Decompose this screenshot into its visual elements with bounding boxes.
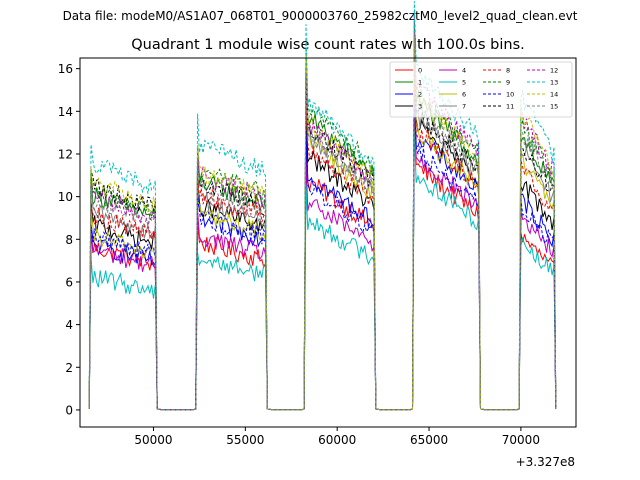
x-offset-label: +3.327e8 (516, 455, 575, 469)
series-line-5 (88, 129, 557, 411)
x-tick-label: 65000 (410, 433, 448, 447)
legend-label-5: 5 (462, 79, 466, 87)
series-line-13 (88, 1, 557, 411)
y-tick-label: 2 (65, 361, 73, 375)
axes-frame (79, 57, 577, 428)
legend-label-7: 7 (462, 103, 466, 111)
series-line-10 (88, 103, 557, 411)
series-line-8 (88, 66, 557, 411)
y-axis: 0 2 4 6 8 10 12 14 16 (58, 62, 80, 417)
legend-box (389, 61, 573, 118)
y-tick-label: 16 (58, 62, 73, 76)
series-line-4 (88, 100, 557, 411)
legend-label-10: 10 (506, 91, 514, 99)
x-tick-label: 70000 (502, 433, 540, 447)
x-tick-label: 60000 (318, 433, 356, 447)
chart-title: Quadrant 1 module wise count rates with … (131, 37, 525, 53)
legend-label-8: 8 (506, 67, 510, 75)
series-line-7 (88, 46, 557, 411)
legend-label-0: 0 (418, 67, 422, 75)
series-layer (88, 1, 557, 411)
file-name-suptitle: Data file: modeM0/AS1A07_068T01_90000037… (63, 9, 578, 23)
legend-label-3: 3 (418, 103, 422, 111)
x-axis: 50000 55000 60000 65000 70000 (134, 427, 540, 447)
series-line-15 (88, 33, 557, 411)
legend-label-11: 11 (506, 103, 514, 111)
series-line-6 (88, 60, 557, 411)
y-tick-label: 10 (58, 190, 73, 204)
x-tick-label: 50000 (134, 433, 172, 447)
y-tick-label: 8 (65, 233, 73, 247)
legend-label-1: 1 (418, 79, 422, 87)
y-tick-label: 4 (65, 318, 73, 332)
legend-label-12: 12 (550, 67, 558, 75)
legend-label-13: 13 (550, 79, 558, 87)
y-tick-label: 0 (65, 403, 73, 417)
series-line-9 (88, 22, 557, 411)
y-tick-label: 14 (58, 105, 73, 119)
legend-label-6: 6 (462, 91, 466, 99)
x-tick-label: 55000 (226, 433, 264, 447)
legend-label-15: 15 (550, 103, 558, 111)
legend-label-14: 14 (550, 91, 558, 99)
series-line-3 (88, 56, 557, 411)
legend-label-9: 9 (506, 79, 510, 87)
legend-label-2: 2 (418, 91, 422, 99)
series-line-12 (88, 14, 557, 411)
y-tick-label: 6 (65, 275, 73, 289)
series-line-14 (88, 36, 557, 411)
legend-label-4: 4 (462, 67, 466, 75)
y-tick-label: 12 (58, 147, 73, 161)
